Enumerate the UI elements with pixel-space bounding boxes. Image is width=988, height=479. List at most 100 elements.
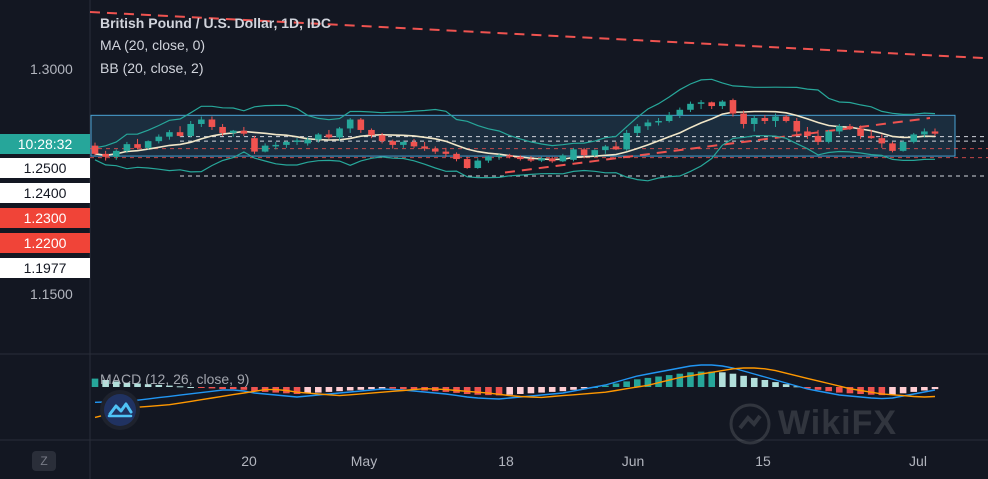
macd-histogram-bar — [400, 387, 407, 390]
macd-histogram-bar — [708, 371, 716, 387]
candle-body — [825, 131, 832, 142]
macd-histogram-bar — [548, 387, 556, 392]
chart-title: British Pound / U.S. Dollar, 1D, IDC — [100, 15, 332, 31]
candle-body — [187, 123, 194, 136]
macd-histogram-bar — [740, 375, 747, 387]
candle-body — [719, 101, 726, 107]
candle-body — [697, 102, 705, 104]
range-box — [90, 114, 956, 157]
macd-histogram-bar — [772, 382, 779, 387]
candle-body — [400, 141, 407, 145]
level-tag-1-2200: 1.2200 — [0, 233, 90, 253]
macd-histogram-bar — [623, 381, 630, 387]
candle-body — [804, 131, 811, 136]
auto-scale-button[interactable]: Z — [32, 451, 56, 471]
macd-histogram-bar — [304, 387, 311, 394]
macd-histogram-bar — [144, 384, 152, 387]
macd-histogram-bar — [580, 387, 588, 389]
candle-body — [304, 139, 311, 144]
candle-body — [931, 131, 939, 134]
macd-histogram-bar — [793, 386, 801, 388]
macd-histogram-bar — [676, 373, 684, 387]
candle-body — [559, 155, 567, 162]
time-tick: 20 — [241, 453, 257, 469]
level-tag-1-2300: 1.2300 — [0, 208, 90, 228]
macd-histogram-bar — [325, 387, 333, 392]
macd-histogram-bar — [208, 387, 216, 389]
candle-body — [91, 145, 99, 154]
level-tag-1-2500: 1.2500 — [0, 158, 90, 178]
candle-body — [155, 136, 163, 142]
candle-body — [506, 155, 513, 157]
macd-histogram-bar — [527, 387, 535, 394]
macd-histogram-bar — [655, 376, 662, 387]
macd-histogram-bar — [240, 387, 248, 390]
cloud-chart-icon — [104, 394, 136, 426]
macd-histogram-bar — [825, 387, 832, 392]
macd-histogram-bar — [176, 386, 184, 388]
macd-histogram-bar — [357, 387, 365, 390]
macd-legend[interactable]: MACD (12, 26, close, 9) — [100, 371, 250, 387]
macd-histogram-bar — [134, 383, 141, 387]
macd-histogram-bar — [878, 387, 886, 396]
candle-body — [240, 130, 248, 134]
candle-body — [251, 138, 258, 152]
macd-histogram-bar — [846, 387, 854, 394]
candle-body — [134, 144, 141, 148]
bb-upper-band — [94, 78, 936, 149]
candle-body — [548, 158, 556, 162]
macd-histogram-bar — [782, 384, 790, 387]
candle-body — [208, 119, 216, 127]
macd-histogram-bar — [314, 387, 322, 393]
candle-body — [836, 126, 843, 132]
candle-body — [782, 116, 790, 121]
bb-lower-band — [94, 135, 936, 182]
macd-histogram-bar — [187, 387, 194, 388]
wikifx-watermark: WikiFX — [729, 403, 897, 445]
macd-histogram-bar — [112, 381, 120, 387]
macd-histogram-bar — [495, 387, 503, 396]
candle-body — [676, 109, 684, 116]
bb-legend[interactable]: BB (20, close, 2) — [100, 60, 204, 76]
ma-legend[interactable]: MA (20, close, 0) — [100, 37, 206, 53]
candle-body — [846, 126, 854, 129]
macd-histogram-bar — [229, 387, 237, 390]
macd-histogram-bar — [538, 387, 545, 393]
resistance-trendline — [89, 10, 988, 60]
macd-histogram-bar — [633, 379, 641, 387]
candle-body — [655, 120, 662, 123]
candle-body — [580, 149, 588, 156]
candle-body — [293, 140, 301, 142]
macd-histogram-bar — [559, 387, 567, 392]
macd-histogram-bar — [867, 387, 875, 395]
candle-body — [474, 160, 482, 169]
macd-histogram-bar — [102, 380, 109, 387]
candle-body — [166, 132, 173, 137]
tradingview-logo-button[interactable] — [100, 390, 140, 430]
macd-histogram-bar — [517, 387, 524, 394]
candle-body — [112, 150, 120, 157]
candle-body — [346, 119, 354, 129]
candle-body — [495, 155, 503, 157]
macd-histogram-bar — [155, 384, 163, 387]
macd-histogram-bar — [123, 382, 131, 387]
candle-body — [389, 141, 397, 145]
candle-body — [729, 100, 737, 114]
macd-histogram-bar — [389, 387, 397, 389]
candle-body — [633, 126, 641, 133]
time-tick: 18 — [498, 453, 514, 469]
candle-body — [878, 138, 886, 144]
signal-line — [94, 367, 936, 419]
candle-body — [867, 135, 875, 139]
candle-body — [772, 116, 779, 121]
candle-body — [665, 115, 673, 121]
candle-body — [410, 141, 418, 147]
candle-body — [899, 141, 907, 151]
macd-histogram-bar — [761, 380, 769, 387]
macd-histogram-bar — [474, 387, 482, 395]
price-tick: 1.1500 — [30, 286, 73, 302]
macd-histogram-bar — [91, 378, 99, 387]
countdown-tag: 10:28:32 — [0, 134, 90, 154]
